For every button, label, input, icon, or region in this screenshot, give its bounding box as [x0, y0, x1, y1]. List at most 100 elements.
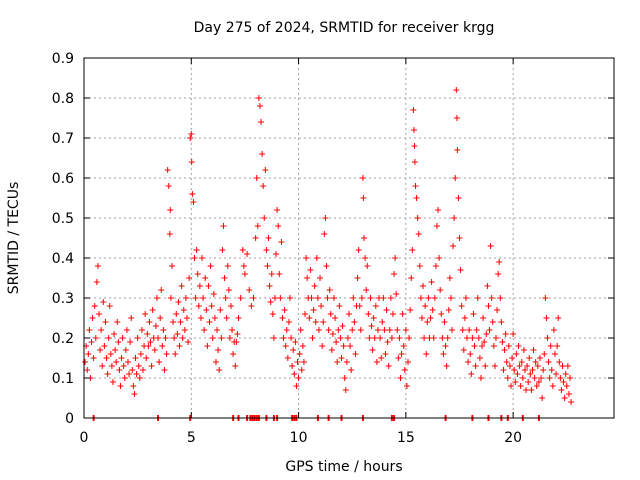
- data-point: [487, 243, 494, 249]
- data-point: [421, 335, 428, 341]
- data-point: [459, 327, 466, 333]
- data-point: [93, 279, 100, 285]
- data-point: [351, 319, 358, 325]
- data-point: [191, 255, 198, 261]
- data-point: [149, 307, 156, 313]
- data-point: [465, 359, 472, 365]
- data-point: [128, 315, 135, 321]
- data-point: [517, 383, 524, 389]
- data-point: [373, 359, 380, 365]
- data-point: [560, 379, 567, 385]
- data-point: [226, 335, 233, 341]
- data-point: [525, 379, 532, 385]
- data-point: [329, 331, 336, 337]
- data-point: [357, 327, 364, 333]
- data-point: [186, 275, 193, 281]
- data-point: [304, 275, 311, 281]
- data-point: [143, 355, 150, 361]
- data-point: [342, 387, 349, 393]
- data-point: [175, 299, 182, 305]
- data-point: [280, 335, 287, 341]
- data-point: [541, 351, 548, 357]
- data-point: [310, 307, 317, 313]
- data-point: [295, 375, 302, 381]
- data-point: [188, 159, 195, 165]
- data-point: [102, 319, 109, 325]
- data-point: [250, 295, 257, 301]
- data-point: [293, 383, 300, 389]
- data-point: [323, 263, 330, 269]
- data-point: [214, 327, 221, 333]
- data-point: [496, 259, 503, 265]
- data-point: [273, 251, 280, 257]
- data-point: [91, 303, 98, 309]
- data-point: [479, 343, 486, 349]
- data-point: [85, 351, 92, 357]
- data-point: [411, 143, 418, 149]
- data-point: [263, 247, 270, 253]
- data-point: [107, 351, 114, 357]
- data-point: [123, 327, 130, 333]
- data-point: [365, 311, 372, 317]
- data-point: [111, 331, 118, 337]
- data-point: [320, 319, 327, 325]
- data-point: [258, 119, 265, 125]
- data-point: [550, 327, 557, 333]
- data-point: [382, 351, 389, 357]
- data-point: [350, 295, 357, 301]
- data-point: [412, 183, 419, 189]
- data-point: [133, 371, 140, 377]
- data-point: [437, 287, 444, 293]
- data-point: [372, 303, 379, 309]
- data-point: [554, 343, 561, 349]
- data-point: [146, 319, 153, 325]
- data-point: [200, 295, 207, 301]
- data-point: [189, 191, 196, 197]
- data-point: [178, 283, 185, 289]
- data-point: [127, 339, 134, 345]
- data-point: [296, 351, 303, 357]
- data-point: [340, 343, 347, 349]
- data-point: [538, 375, 545, 381]
- data-point: [168, 263, 175, 269]
- data-point: [130, 383, 137, 389]
- data-point: [523, 387, 530, 393]
- data-point: [309, 335, 316, 341]
- data-point: [100, 299, 107, 305]
- data-point: [240, 263, 247, 269]
- data-point: [374, 327, 381, 333]
- data-point: [393, 291, 400, 297]
- data-point: [514, 371, 521, 377]
- y-tick-label: 0.9: [52, 51, 74, 67]
- data-point: [557, 375, 564, 381]
- data-point: [297, 327, 304, 333]
- data-point: [447, 295, 454, 301]
- data-point: [153, 295, 160, 301]
- data-point: [438, 311, 445, 317]
- data-point: [98, 327, 105, 333]
- data-point: [526, 355, 533, 361]
- data-point: [506, 363, 513, 369]
- data-point: [441, 319, 448, 325]
- data-point: [106, 303, 113, 309]
- data-point: [468, 371, 475, 377]
- axis-ticks: 0 0.1 0.2 0.3 0.4 0.5 0.6 0.7 0.8 0.9 0 5 10 15 20: [52, 51, 614, 446]
- data-point: [556, 359, 563, 365]
- data-point: [416, 263, 423, 269]
- data-point: [500, 367, 507, 373]
- data-point: [484, 283, 491, 289]
- data-point: [148, 363, 155, 369]
- data-point: [448, 327, 455, 333]
- data-point: [174, 331, 181, 337]
- data-point: [138, 327, 145, 333]
- data-point: [355, 247, 362, 253]
- data-point: [112, 347, 119, 353]
- data-point: [388, 335, 395, 341]
- data-point: [333, 339, 340, 345]
- data-point: [413, 195, 420, 201]
- data-point: [97, 347, 104, 353]
- data-point: [303, 255, 310, 261]
- data-point: [386, 327, 393, 333]
- data-point: [509, 355, 516, 361]
- data-point: [221, 275, 228, 281]
